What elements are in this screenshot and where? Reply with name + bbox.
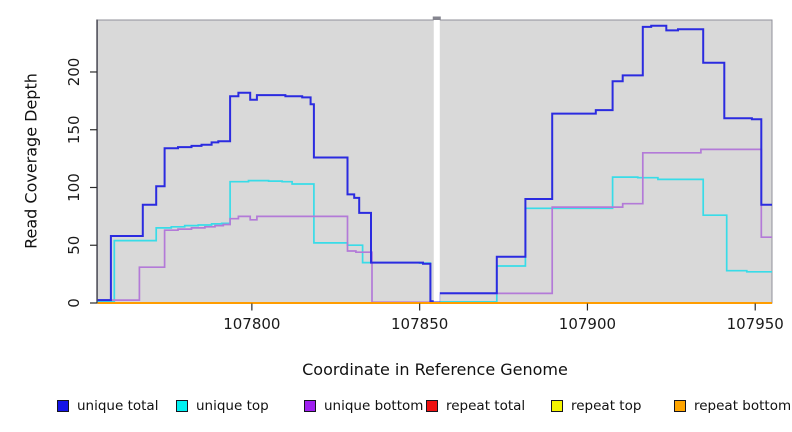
legend-swatch-icon	[176, 400, 188, 412]
x-tick-label: 107850	[391, 315, 448, 333]
series-line-unique-total	[97, 24, 772, 303]
series-line-unique-bottom	[97, 148, 772, 304]
axis-layer: 107800 107850 107900 107950 0 50 100 150 200	[65, 58, 784, 333]
x-tick-label: 107950	[727, 315, 784, 333]
legend: unique total unique top unique bottom repea…	[0, 398, 792, 420]
x-tick-label: 107900	[559, 315, 616, 333]
legend-item-unique-total: unique total	[57, 398, 158, 414]
legend-item-unique-top: unique top	[176, 398, 269, 414]
legend-swatch-icon	[551, 400, 563, 412]
y-tick-label: 50	[65, 236, 83, 255]
y-tick-label: 100	[65, 173, 83, 202]
y-axis-title: Read Coverage Depth	[21, 73, 41, 249]
legend-label: unique bottom	[324, 398, 424, 414]
legend-item-repeat-top: repeat top	[551, 398, 641, 414]
y-tick-label: 0	[65, 298, 83, 308]
legend-item-repeat-bottom: repeat bottom	[674, 398, 791, 414]
x-tick-label: 107800	[223, 315, 280, 333]
legend-swatch-icon	[426, 400, 438, 412]
coverage-gap-band	[433, 19, 440, 302]
y-tick-label: 200	[65, 58, 83, 87]
legend-swatch-icon	[57, 400, 69, 412]
series-line-unique-top	[97, 176, 772, 303]
gap-top-marker	[432, 16, 441, 20]
legend-swatch-icon	[304, 400, 316, 412]
legend-swatch-icon	[674, 400, 686, 412]
legend-label: unique top	[196, 398, 269, 414]
legend-label: unique total	[77, 398, 159, 414]
legend-label: repeat bottom	[694, 398, 792, 414]
y-tick-label: 150	[65, 115, 83, 144]
series-layer	[96, 16, 772, 304]
x-axis-title: Coordinate in Reference Genome	[302, 360, 568, 379]
legend-item-unique-bottom: unique bottom	[304, 398, 423, 414]
legend-label: repeat top	[571, 398, 642, 414]
legend-item-repeat-total: repeat total	[426, 398, 525, 414]
legend-label: repeat total	[446, 398, 526, 414]
